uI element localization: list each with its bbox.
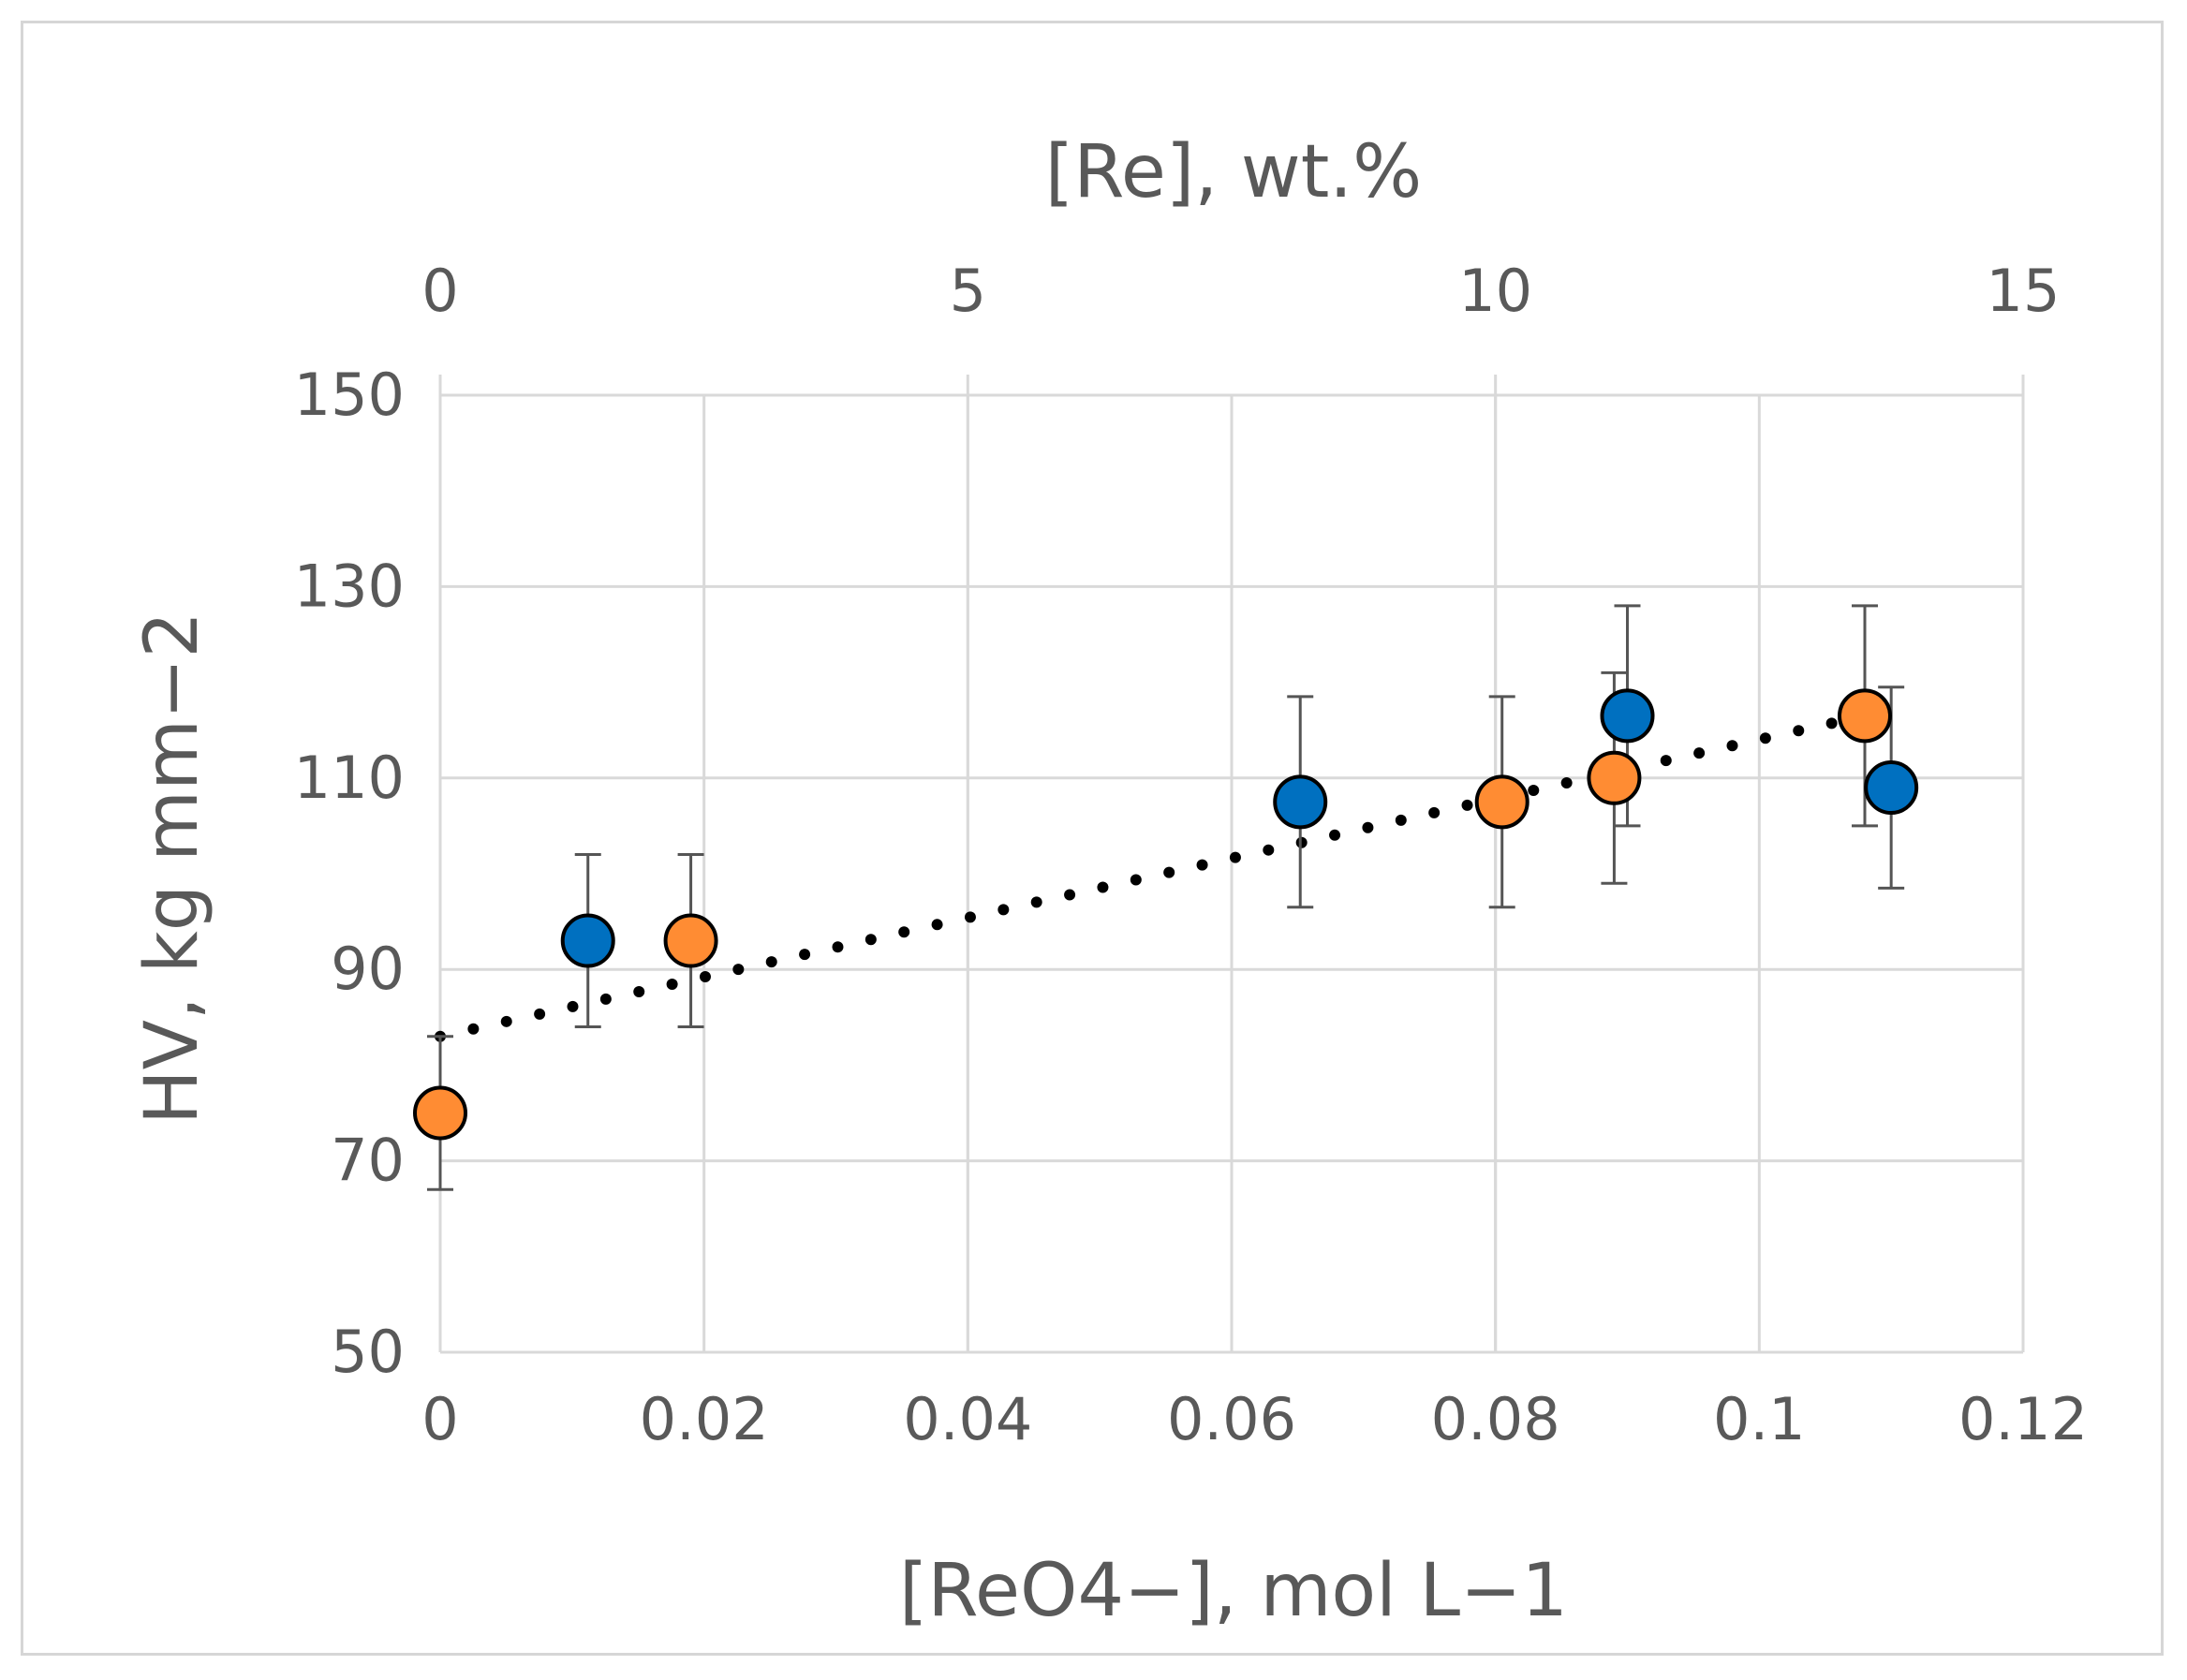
y-tick-label: 50: [331, 1318, 405, 1386]
trendline-dot: [1726, 740, 1738, 752]
trendline-dot: [1428, 806, 1441, 818]
trendline: [435, 710, 1870, 1042]
trendline-dot: [765, 956, 777, 968]
y-axis-title: HV, kg mm−2: [130, 612, 214, 1125]
trendline-dot: [633, 985, 645, 997]
trendline-dot: [799, 949, 811, 961]
x-tick-label: 0.1: [1713, 1385, 1806, 1453]
figure-frame: [21, 21, 2164, 1656]
trendline-dot: [1461, 799, 1473, 811]
trendline-dot: [898, 926, 910, 938]
x2-tick-label: 5: [950, 257, 986, 325]
trendline-dot: [699, 971, 711, 983]
blue-data-point: [560, 913, 615, 968]
x-tick-label: 0.04: [903, 1385, 1032, 1453]
x-tick-label: 0: [421, 1385, 458, 1453]
trendline-dot: [1395, 814, 1407, 826]
x-tick-label: 0.08: [1431, 1385, 1560, 1453]
x2-tick-label: 0: [421, 257, 458, 325]
blue-data-point: [1864, 760, 1919, 816]
trendline-dot: [1660, 755, 1672, 767]
orange-data-point: [663, 913, 718, 968]
orange-data-point: [1587, 750, 1642, 805]
trendline-dot: [599, 993, 612, 1005]
trendline-dot: [832, 941, 844, 953]
grid: [438, 375, 2025, 1354]
trendline-dot: [1263, 844, 1275, 856]
trendline-dot: [931, 919, 943, 931]
x-tick-label: 0.06: [1167, 1385, 1296, 1453]
x-tick-label: 0.12: [1958, 1385, 2088, 1453]
trendline-dot: [1229, 851, 1241, 863]
data-points: [413, 688, 1919, 1141]
bottom-axis-title: [ReO4−], mol L−1: [899, 1549, 1568, 1633]
trendline-dot: [1825, 717, 1838, 729]
error-bars: [427, 604, 1905, 1191]
trendline-dot: [1097, 881, 1109, 893]
x2-tick-label: 10: [1458, 257, 1532, 325]
trendline-dot: [1693, 747, 1706, 759]
y-tick-label: 110: [294, 744, 405, 812]
trendline-dot: [1759, 732, 1771, 744]
x2-tick-label: 15: [1987, 257, 2061, 325]
trendline-dot: [1329, 829, 1341, 841]
trendline-dot: [997, 904, 1010, 916]
trendline-dot: [1163, 866, 1175, 878]
trendline-dot: [500, 1015, 512, 1027]
trendline-dot: [732, 964, 745, 976]
trendline-dot: [1362, 821, 1374, 833]
y-tick-label: 90: [331, 935, 405, 1003]
trendline-dot: [567, 1000, 579, 1012]
y-tick-label: 70: [331, 1127, 405, 1195]
blue-data-point: [1600, 688, 1655, 744]
trendline-dot: [1793, 725, 1805, 737]
blue-data-point: [1273, 774, 1328, 830]
trendline-dot: [1030, 896, 1042, 908]
trendline-dot: [1560, 777, 1573, 789]
y-tick-label: 150: [294, 361, 405, 429]
trendline-dot: [1528, 784, 1540, 796]
y-tick-label: 130: [294, 552, 405, 620]
trendline-dot: [534, 1008, 546, 1020]
trendline-dot: [467, 1023, 480, 1035]
orange-data-point: [1474, 774, 1529, 830]
trendline-dot: [1196, 859, 1208, 871]
trendline-dot: [864, 934, 877, 946]
x-tick-label: 0.02: [640, 1385, 769, 1453]
trendline-dot: [964, 911, 976, 923]
trendline-dot: [1064, 889, 1076, 901]
trendline-dot: [666, 979, 678, 991]
orange-data-point: [413, 1085, 467, 1141]
orange-data-point: [1838, 688, 1892, 744]
top-axis-title: [Re], wt.%: [1045, 130, 1422, 214]
trendline-dot: [1130, 874, 1142, 886]
